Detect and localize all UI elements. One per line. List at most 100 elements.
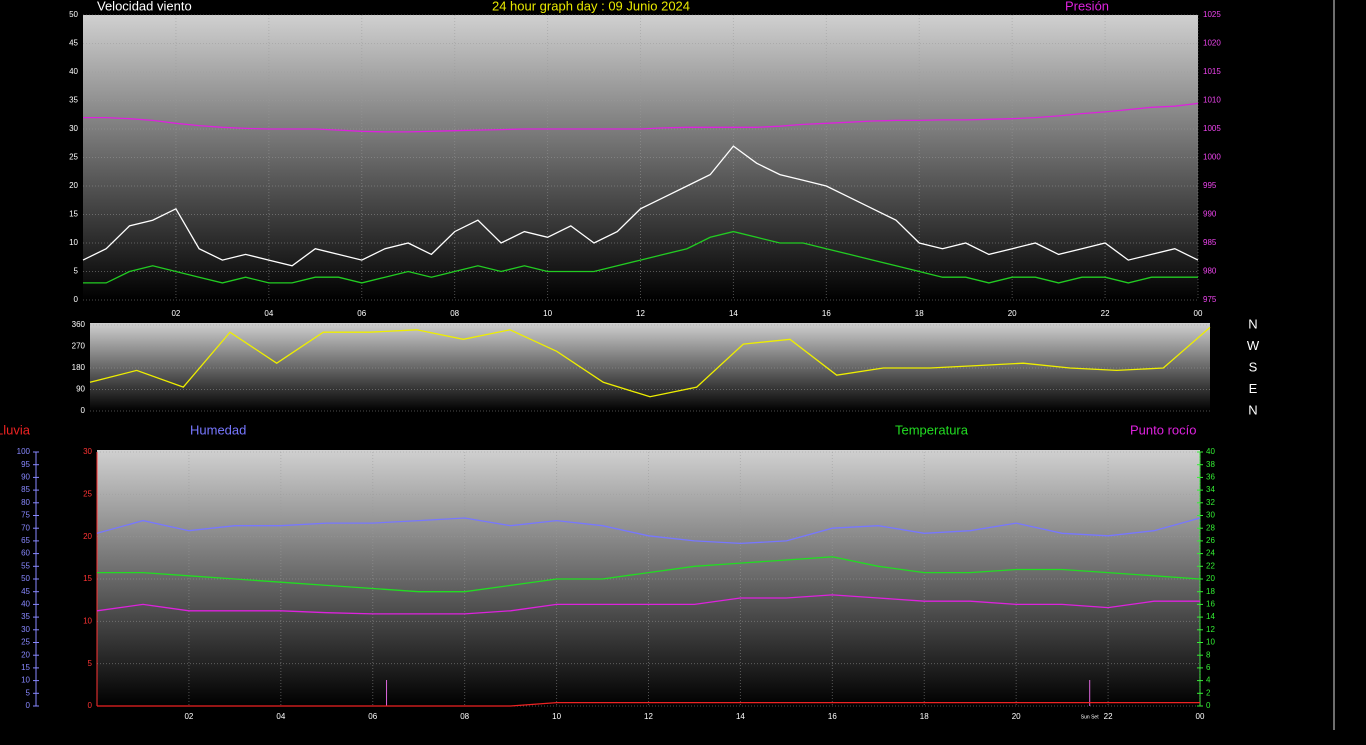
y3-tick-label: 55 [21,561,30,570]
y2-tick-label: 1005 [1203,124,1221,133]
x-tick-label: 22 [1101,309,1110,318]
x-tick-label: 06 [368,712,377,721]
y3-tick-label: 60 [21,549,30,558]
x-tick-label: 14 [729,309,738,318]
compass-label: N [1248,316,1257,331]
x-tick-label: 22 [1104,712,1113,721]
x-tick-label: 16 [822,309,831,318]
y-tick-label: 5 [88,659,93,668]
y2-tick-label: 38 [1206,460,1215,469]
x-tick-label: 06 [357,309,366,318]
y2-tick-label: 12 [1206,625,1215,634]
y3-tick-label: 10 [21,676,30,685]
x-tick-label: 02 [184,712,193,721]
y-tick-label: 20 [69,181,78,190]
y2-tick-label: 22 [1206,561,1215,570]
series-label: Temperatura [895,422,969,437]
y3-tick-label: 75 [21,511,30,520]
y2-tick-label: 26 [1206,536,1215,545]
y3-tick-label: 85 [21,485,30,494]
y2-tick-label: 1000 [1203,153,1221,162]
y-tick-label: 40 [69,67,78,76]
y2-tick-label: 1025 [1203,10,1221,19]
y2-tick-label: 32 [1206,498,1215,507]
compass-label: S [1249,359,1258,374]
y2-tick-label: 980 [1203,267,1217,276]
y-tick-label: 360 [72,320,86,329]
series-line [96,517,1201,545]
y-tick-label: 20 [83,532,92,541]
series-line [83,102,1199,133]
y-tick-label: 10 [69,238,78,247]
y2-tick-label: 6 [1206,663,1211,672]
y-tick-label: 15 [69,210,78,219]
y2-tick-label: 16 [1206,600,1215,609]
y2-tick-label: 28 [1206,523,1215,532]
y2-tick-label: 10 [1206,638,1215,647]
x-tick-label: 04 [264,309,273,318]
y3-tick-label: 50 [21,574,30,583]
y-tick-label: 0 [74,295,79,304]
x-tick-label: 00 [1196,712,1205,721]
y2-tick-label: 2 [1206,688,1211,697]
chart-title: Velocidad viento [97,0,192,13]
series-label: Humedad [190,422,246,437]
x-tick-label: 10 [552,712,561,721]
y-tick-label: 90 [76,385,85,394]
y2-tick-label: 20 [1206,574,1215,583]
x-tick-label: 20 [1012,712,1021,721]
series-line [89,326,1211,398]
y2-tick-label: 8 [1206,650,1211,659]
y2-tick-label: 0 [1206,701,1211,710]
chart-subtitle: 24 hour graph day : 09 Junio 2024 [492,0,690,13]
y3-tick-label: 0 [26,701,31,710]
x-tick-label: 20 [1008,309,1017,318]
x-tick-label: 08 [450,309,459,318]
y2-tick-label: 1015 [1203,67,1221,76]
y-tick-label: 0 [88,701,93,710]
series-line [97,556,1201,593]
y2-tick-label: 990 [1203,210,1217,219]
y-tick-label: 270 [72,342,86,351]
y2-tick-label: 30 [1206,511,1215,520]
x-tick-label: 00 [1194,309,1203,318]
x-tick-label: 08 [460,712,469,721]
y3-tick-label: 70 [21,523,30,532]
y2-tick-label: 18 [1206,587,1215,596]
y-tick-label: 10 [83,616,92,625]
y-tick-label: 35 [69,96,78,105]
compass-label: E [1249,381,1258,396]
compass-label: N [1248,402,1257,417]
y2-tick-label: 40 [1206,447,1215,456]
y-tick-label: 50 [69,10,78,19]
x-tick-label: 16 [828,712,837,721]
y3-tick-label: 5 [26,688,31,697]
y-tick-label: 30 [69,124,78,133]
y-tick-label: 25 [69,153,78,162]
series-line [97,701,1200,707]
plot-area [90,323,1210,411]
series-line [83,230,1198,284]
y3-tick-label: 95 [21,460,30,469]
y2-tick-label: 34 [1206,485,1215,494]
x-tick-label: 04 [276,712,285,721]
y-tick-label: 0 [81,406,86,415]
y3-tick-label: 65 [21,536,30,545]
series-label: Punto rocío [1130,422,1197,437]
y2-tick-label: 985 [1203,238,1217,247]
y2-tick-label: 36 [1206,473,1215,482]
y2-tick-label: 14 [1206,612,1215,621]
series-line [82,145,1199,267]
x-tick-label: 12 [636,309,645,318]
y-tick-label: 180 [72,363,86,372]
series-label: Lluvia [0,422,31,437]
x-tick-label: 12 [644,712,653,721]
compass-label: W [1247,338,1260,353]
y-tick-label: 45 [69,39,78,48]
y3-tick-label: 40 [21,600,30,609]
y3-tick-label: 80 [21,498,30,507]
x-tick-label: 18 [915,309,924,318]
annotation-label: Sun Set [1081,714,1099,720]
